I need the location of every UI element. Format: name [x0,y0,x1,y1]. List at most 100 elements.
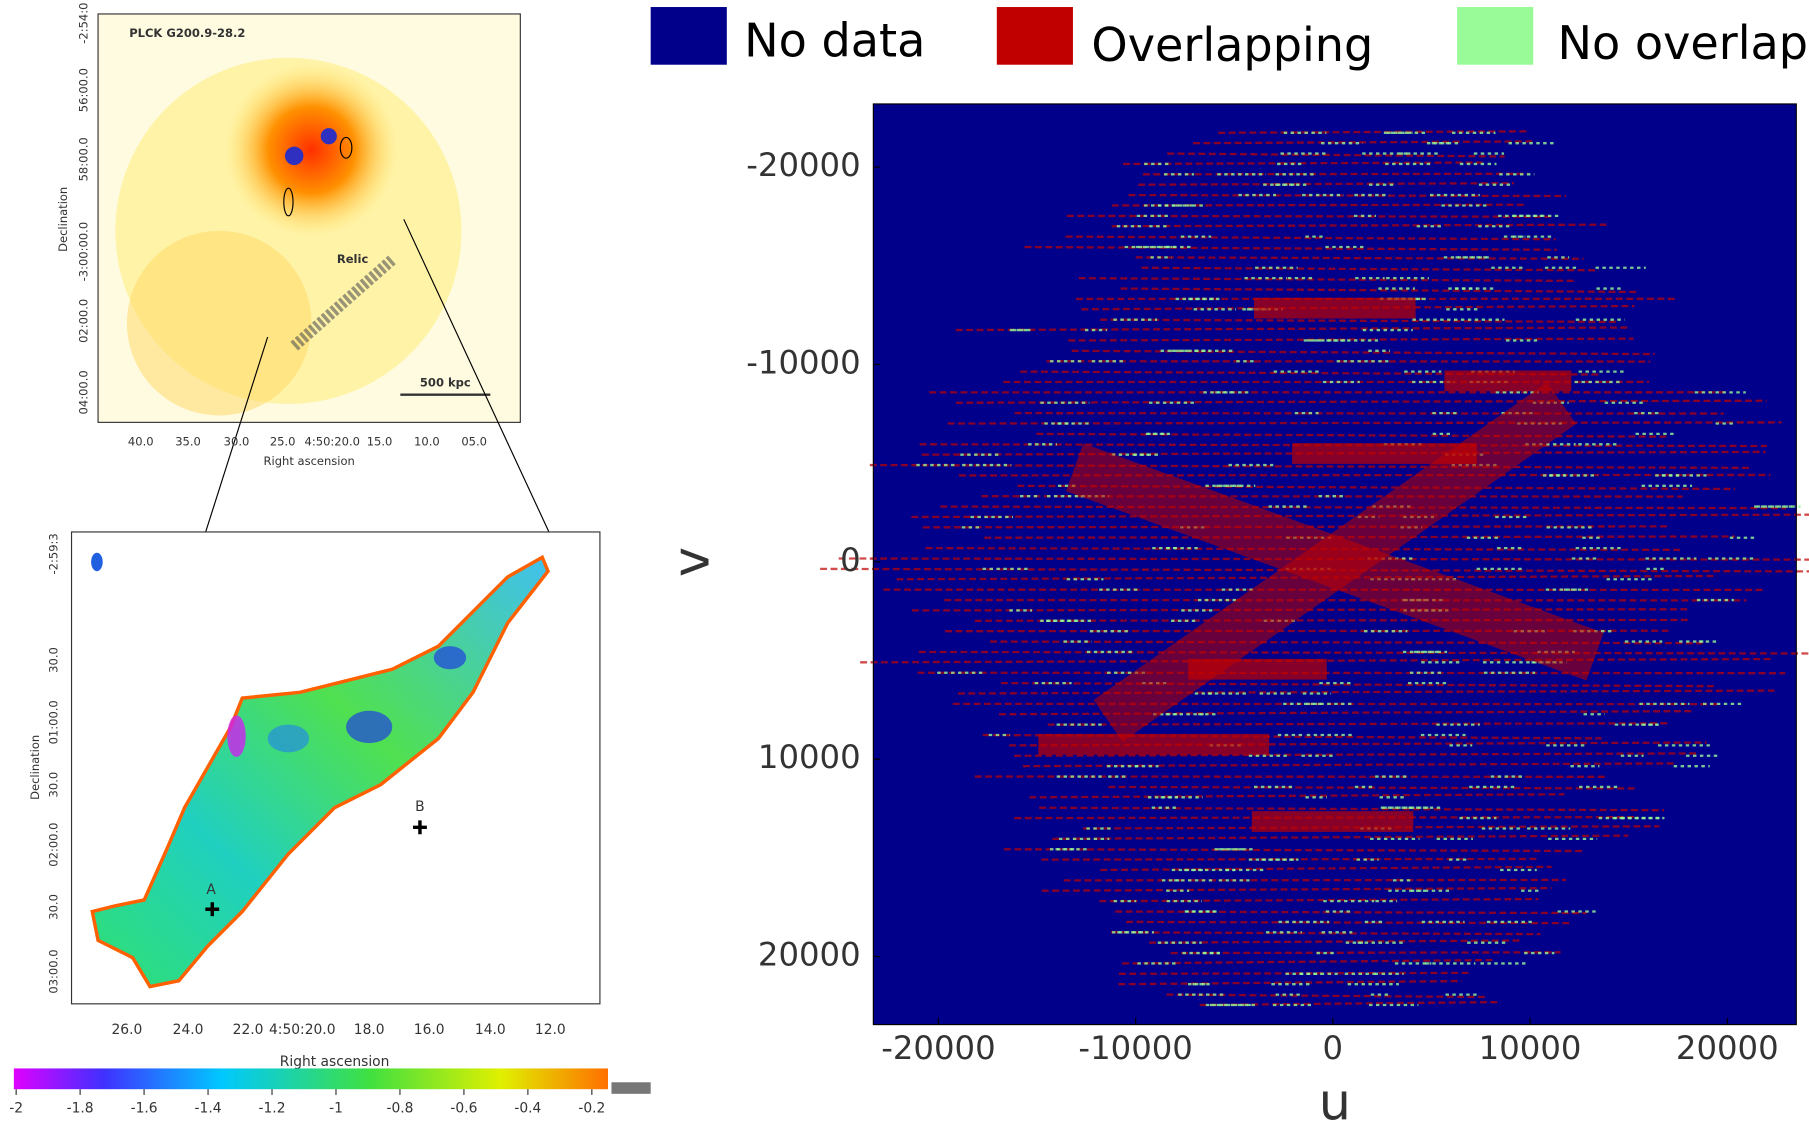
uv-track [860,657,1774,664]
relic-contours [290,255,397,351]
x-tick-label: 14.0 [475,1022,506,1038]
overlap-band [1251,811,1414,832]
uv-track [869,463,1752,470]
y-tick-label: 30.0 [47,894,61,920]
y-label: Declination [28,735,42,800]
beam [91,552,103,572]
uv-track [1120,287,1639,294]
marker-label: A [206,882,216,898]
uv-track [955,399,1767,404]
uv-track [957,689,1775,695]
emission-peak [320,128,337,145]
colorbar [13,1068,608,1090]
y-tick-label: 02:00.0 [47,823,61,867]
map-title: PLCK G200.9-28.2 [129,26,245,40]
relic-map [90,554,550,989]
uv-track [1083,825,1660,830]
y-label: Declination [56,187,70,252]
overlap-band [1444,370,1572,392]
y-label: v [662,547,721,577]
uv-plot: -20000 -10000 0 10000 20000 -20000 -10000 0 1000… [662,103,1809,1131]
uv-track [1065,235,1556,241]
uv-track [1100,865,1552,872]
x-tick-label: 16.0 [414,1022,445,1038]
colorbar-tick-label: -0.6 [450,1100,477,1116]
y-tick-label: -3:00:00.0 [77,222,91,282]
y-tick-label: 58:00.0 [77,137,91,181]
colorbar-tick-label: -1.2 [259,1100,286,1116]
index-patch [227,715,246,757]
contour [339,136,353,159]
uv-track [974,618,1691,622]
uv-track [1066,214,1552,218]
uv-track [919,443,1767,448]
uv-track [1167,152,1505,158]
x-tick-label: -20000 [881,1029,995,1067]
colorbar-tick-label: -1.6 [131,1100,158,1116]
index-patch [267,724,310,753]
x-tick-label: 0 [1323,1029,1344,1067]
colorbar-tick-label: -1.4 [195,1100,222,1116]
y-tick-label: 30.0 [47,647,61,673]
x-tick-label: 4:50:20.0 [269,1022,336,1038]
uv-track [1118,971,1471,975]
x-tick-label: 25.0 [270,434,296,448]
x-label: Right ascension [264,454,355,468]
overlap-band [1254,297,1416,319]
colorbar-tick-label: -1 [329,1100,343,1116]
edge [611,1082,651,1094]
overlap-band [1038,733,1270,755]
uv-track [1108,785,1638,790]
uv-track [940,505,1787,510]
x-tick-label: 40.0 [128,434,154,448]
uv-track [1199,1000,1500,1007]
annotation: Relic [337,252,369,266]
x-tick-label: 30.0 [224,434,250,448]
x-tick-label: 20000 [1676,1029,1779,1067]
legend-swatch [996,7,1073,65]
uv-track [1039,806,1664,812]
legend: No data Overlapping No overlap [650,7,1808,72]
marker-label: B [415,799,424,815]
marker-cross [205,820,427,917]
y-tick-label: 01:00.0 [47,700,61,744]
x-tick-label: 05.0 [461,434,487,448]
uv-track [955,326,1629,332]
x-label: Right ascension [280,1054,390,1070]
index-patch [346,710,393,744]
y-tick-label: -10000 [746,343,860,381]
x-tick-label: 12.0 [535,1022,566,1038]
colorbar-tick-label: -2 [9,1100,23,1116]
colorbar-tick-label: -0.2 [578,1100,605,1116]
x-tick-label: 10000 [1479,1029,1582,1067]
uv-track [1111,931,1541,936]
uv-track [1099,897,1539,903]
uv-track [1193,140,1536,145]
x-tick-label: 22.0 [233,1022,264,1038]
x-tick-label: 4:50:20.0 [305,434,360,448]
legend-label: No overlap [1557,16,1808,70]
y-tick-label: 02:00.0 [77,299,91,343]
uv-track [1024,245,1557,251]
x-tick-label: 35.0 [175,434,201,448]
legend-label: No data [744,13,925,67]
colorbar-tick-label: -0.8 [386,1100,413,1116]
uv-track [1142,172,1529,176]
x-label: u [1319,1072,1351,1131]
uv-track [1100,318,1620,324]
colorbar-tick-label: -1.8 [67,1100,94,1116]
y-tick-label: -20000 [746,146,860,184]
x-tick-label: 24.0 [173,1022,204,1038]
xray-panel: PLCK G200.9-28.2 Relic 500 kpc Right asc… [56,13,521,468]
uv-track [918,650,1809,655]
uv-track [1123,161,1483,166]
legend-swatch [650,7,727,65]
legend-label: Overlapping [1091,18,1373,72]
plot-frame [872,103,1797,1026]
overlap-band [1188,658,1327,680]
uv-track [1041,886,1552,892]
emission-peak [284,146,304,166]
uv-track [1068,337,1634,342]
overlap-band [1093,382,1577,742]
uv-track [1052,834,1629,841]
